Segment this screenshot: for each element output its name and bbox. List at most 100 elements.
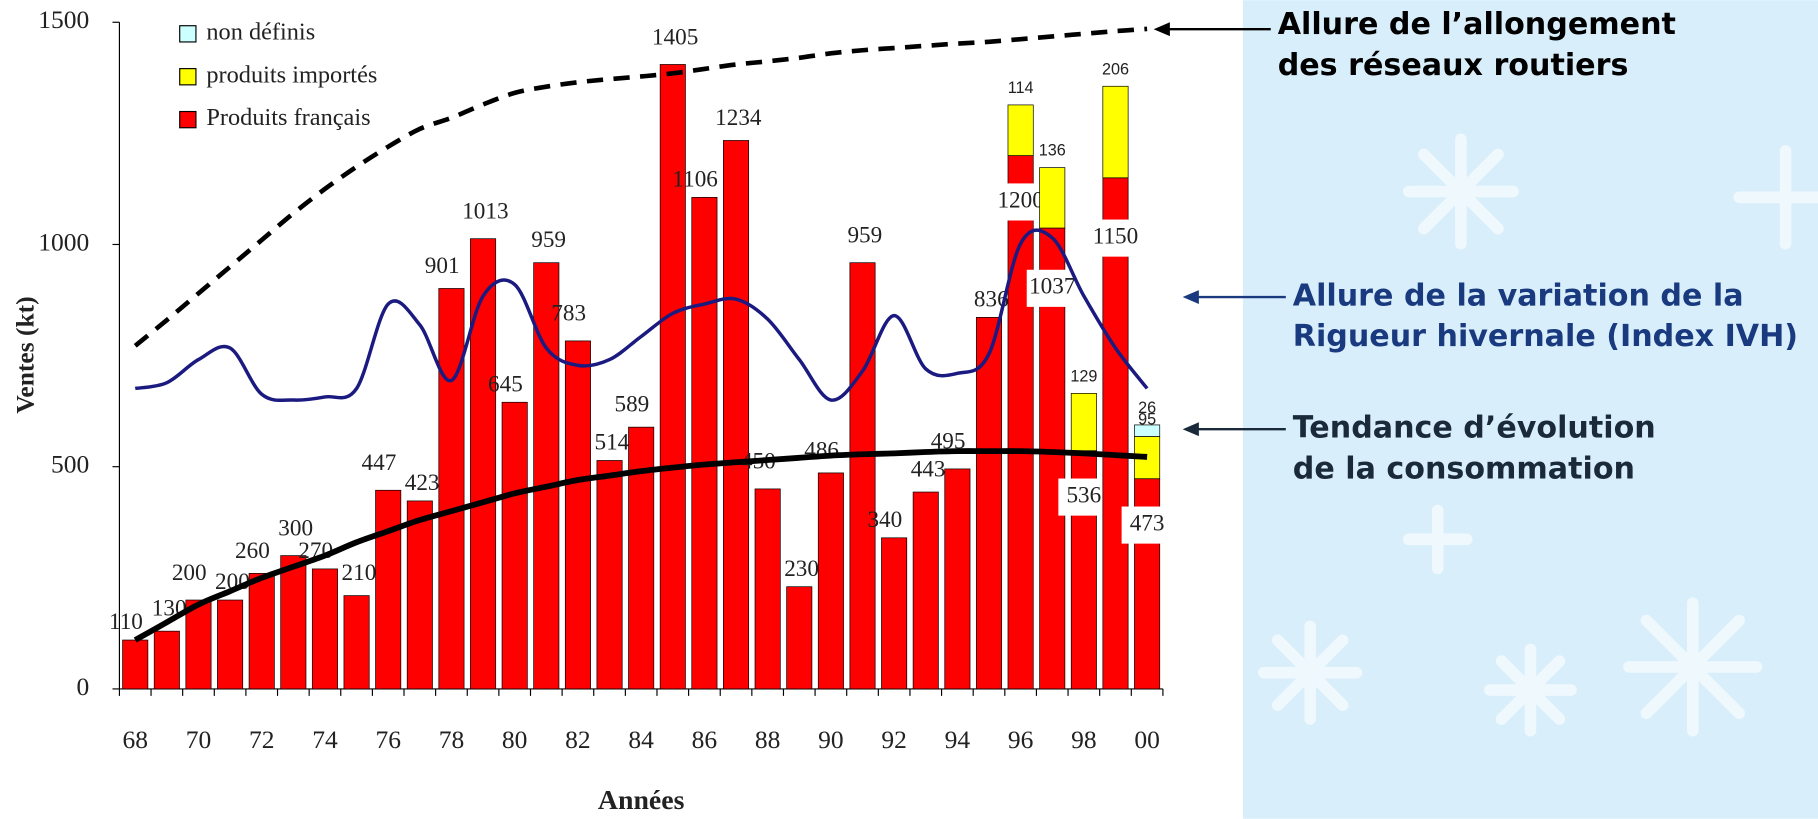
bar-segment (564, 340, 591, 690)
data-label: 206 (1102, 60, 1129, 78)
y-tick-label: 1000 (38, 227, 89, 256)
bar-segment (1102, 177, 1129, 690)
bar-segment (217, 599, 244, 690)
data-label: 423 (405, 470, 440, 496)
data-label: 230 (784, 556, 819, 582)
data-label: 959 (847, 223, 882, 249)
data-label: 447 (362, 450, 397, 476)
x-tick-label: 96 (1008, 725, 1033, 754)
label-box (1058, 478, 1110, 516)
x-tick-label: 70 (186, 725, 212, 754)
bar-segment (1134, 424, 1161, 437)
bar-segment (881, 537, 908, 690)
x-tick-label: 76 (375, 725, 401, 754)
data-label: 340 (867, 507, 902, 533)
annotation: Tendance d’évolution (1293, 411, 1656, 446)
x-tick-label: 92 (881, 725, 907, 754)
curve (133, 26, 1148, 348)
x-tick-label: 88 (755, 725, 781, 754)
data-label: 1200 (997, 187, 1043, 213)
data-label: 514 (594, 430, 629, 456)
annotation: Allure de l’allongement (1278, 7, 1676, 42)
data-label: 1106 (672, 166, 717, 192)
label-box (1089, 219, 1141, 257)
bar-segment (1007, 155, 1034, 690)
annotation: Rigueur hivernale (Index IVH) (1293, 319, 1798, 354)
arrow-head (1182, 422, 1199, 437)
x-tick-label: 86 (692, 725, 718, 754)
data-label: 443 (911, 456, 946, 482)
annotation: de la consommation (1293, 451, 1635, 486)
data-label: 1013 (462, 199, 508, 225)
bar-segment (406, 500, 433, 690)
bar-segment (976, 317, 1002, 690)
bar-segment (754, 488, 781, 690)
x-tick-label: 68 (122, 725, 148, 754)
bar-segment (786, 586, 813, 690)
bar-segment (311, 568, 338, 690)
y-axis-label: Ventes (kt) (11, 296, 40, 413)
x-axis-label: Années (598, 785, 685, 816)
y-tick-label: 1500 (38, 5, 89, 34)
bar-segment (185, 599, 212, 690)
bar-segment (470, 238, 497, 690)
legend-label: produits importés (206, 61, 377, 88)
bar-segment (1102, 85, 1129, 179)
bar-segment (122, 639, 149, 690)
bar-segment (343, 595, 370, 690)
data-label: 110 (109, 609, 143, 635)
data-label: 1234 (715, 105, 762, 131)
data-label: 1150 (1093, 223, 1138, 249)
x-tick-label: 94 (945, 725, 971, 754)
annotation: Allure de la variation de la (1293, 279, 1744, 314)
data-label: 300 (278, 515, 313, 541)
data-label: 136 (1039, 142, 1066, 160)
snowflakes (1257, 133, 1818, 737)
x-tick-label: 74 (312, 725, 338, 754)
x-tick-label: 00 (1134, 725, 1160, 754)
bar-segment (723, 140, 750, 690)
x-tick-label: 82 (565, 725, 591, 754)
legend-label: Produits français (206, 104, 370, 131)
legend-label: non définis (206, 18, 315, 45)
data-label: 26 (1138, 399, 1156, 417)
arrow-head (1182, 290, 1199, 304)
arrow-head (1153, 22, 1170, 37)
y-tick-label: 0 (77, 672, 90, 701)
bar-segment (501, 401, 528, 690)
bar-segment (375, 489, 402, 690)
x-tick-label: 78 (439, 725, 465, 754)
bar-segment (659, 64, 686, 690)
x-tick-label: 80 (502, 725, 528, 754)
x-tick-label: 72 (249, 725, 275, 754)
x-tick-label: 98 (1071, 725, 1097, 754)
data-label: 959 (531, 227, 566, 253)
data-label: 536 (1066, 482, 1101, 508)
data-label: 210 (342, 560, 377, 586)
x-tick-label: 90 (818, 725, 844, 754)
legend-swatch (179, 25, 197, 43)
data-label: 200 (172, 560, 207, 586)
bar-segment (817, 472, 844, 690)
bar-segment (912, 491, 939, 690)
bar-segment (153, 630, 180, 690)
y-tick-label: 500 (51, 450, 89, 479)
data-label: 114 (1008, 79, 1034, 97)
bar-segment (1039, 167, 1066, 229)
bar-segment (1007, 104, 1034, 156)
bar-segment (849, 262, 876, 690)
annotation: des réseaux routiers (1278, 48, 1629, 83)
data-label: 589 (615, 392, 650, 418)
legend-swatch (179, 110, 197, 129)
label-box (1121, 506, 1173, 544)
bar-segment (248, 573, 275, 690)
label-box (1026, 269, 1078, 307)
label-box (995, 183, 1047, 221)
data-label: 260 (235, 538, 270, 564)
data-label: 1405 (652, 24, 698, 50)
data-label: 901 (425, 253, 460, 279)
x-tick-label: 84 (628, 725, 654, 754)
bar-segment (596, 460, 623, 690)
